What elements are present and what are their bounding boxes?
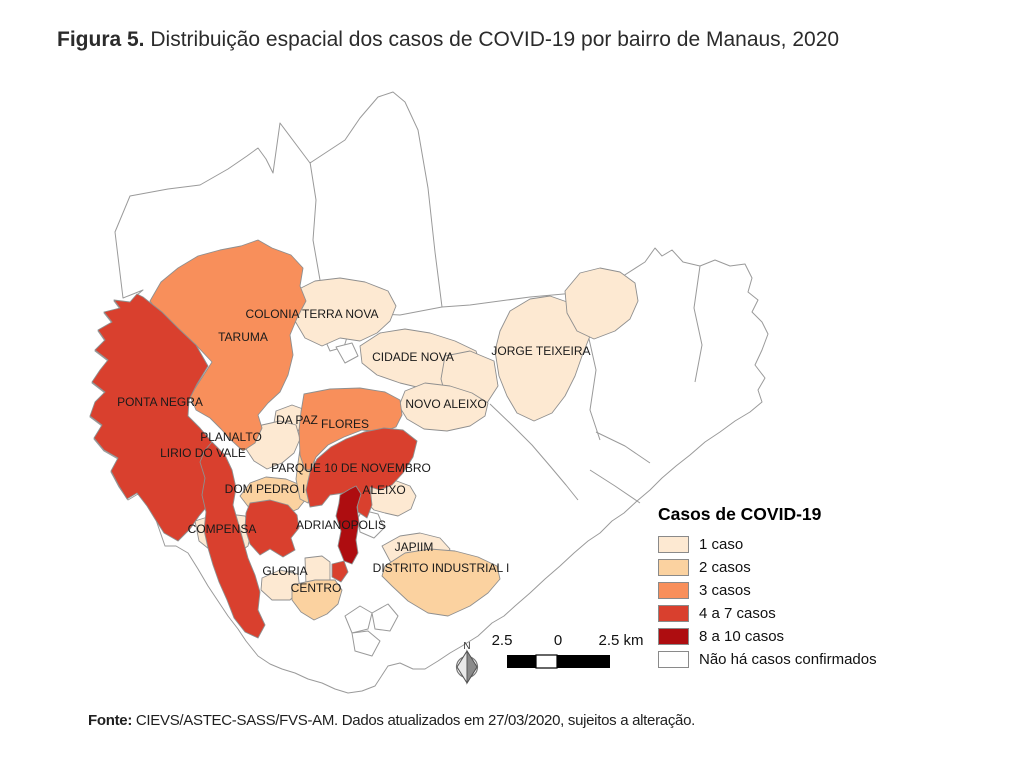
map-legend: Casos de COVID-19 1 caso 2 casos 3 casos 4 …	[658, 504, 877, 671]
region-label-dom-pedro-i: DOM PEDRO I	[225, 482, 306, 496]
legend-label: 2 casos	[699, 559, 751, 576]
region-label-cidade-nova: CIDADE NOVA	[372, 350, 454, 364]
legend-item: 8 a 10 casos	[658, 625, 877, 648]
legend-label: 4 a 7 casos	[699, 605, 776, 622]
region-label-planalto: PLANALTO	[200, 430, 262, 444]
legend-swatch-c1	[658, 536, 689, 553]
legend-item: 4 a 7 casos	[658, 602, 877, 625]
legend-label: Não há casos confirmados	[699, 651, 877, 668]
legend-swatch-c2	[658, 559, 689, 576]
legend-item: 2 casos	[658, 556, 877, 579]
scale-bar: 2.5 0 2.5 km	[492, 632, 644, 669]
legend-swatch-c8	[658, 628, 689, 645]
legend-label: 1 caso	[699, 536, 744, 553]
district-border-line	[589, 469, 641, 504]
region-distrito-industrial-i	[381, 548, 501, 617]
region-label-japiim: JAPIIM	[395, 540, 434, 554]
legend-item: 1 caso	[658, 533, 877, 556]
region-label-lirio-do-vale: LIRIO DO VALE	[160, 446, 246, 460]
region-label-novo-aleixo: NOVO ALEIXO	[405, 397, 486, 411]
region-label-gloria: GLORIA	[262, 564, 307, 578]
region-ne-cream	[564, 267, 639, 340]
region-jorge-teixeira	[494, 295, 591, 422]
region-parque-10-de-novembro	[305, 427, 418, 519]
legend-items: 1 caso 2 casos 3 casos 4 a 7 casos 8 a 10 ca…	[658, 533, 877, 671]
white-district	[351, 630, 381, 657]
legend-item: 3 casos	[658, 579, 877, 602]
region-label-aleixo: ALEIXO	[362, 483, 405, 497]
figure-title: Figura 5. Distribuição espacial dos caso…	[57, 28, 839, 52]
figure-caption-text: Distribuição espacial dos casos de COVID…	[144, 28, 840, 51]
source-note: Fonte: CIEVS/ASTEC-SASS/FVS-AM. Dados at…	[88, 712, 695, 729]
scale-segment-black	[507, 655, 536, 668]
white-district	[371, 603, 399, 632]
region-red-small	[331, 560, 349, 583]
white-district	[344, 605, 373, 634]
legend-label: 3 casos	[699, 582, 751, 599]
district-border-line	[595, 431, 651, 464]
region-novo-aleixo	[398, 382, 489, 432]
district-border-line	[489, 403, 579, 501]
source-label: Fonte:	[88, 712, 133, 729]
label-layer: COLONIA TERRA NOVA CIDADE NOVA JORGE TEIXE…	[117, 307, 590, 595]
region-label-ponta-negra: PONTA NEGRA	[117, 395, 203, 409]
legend-swatch-none	[658, 651, 689, 668]
legend-title: Casos de COVID-19	[658, 504, 822, 524]
legend-swatch-c4	[658, 605, 689, 622]
scale-segment-white	[535, 654, 558, 669]
scale-left-value: 2.5	[492, 632, 513, 649]
district-border-line	[693, 265, 703, 383]
north-arrow-icon: N	[455, 641, 479, 685]
scale-zero-value: 0	[554, 632, 562, 649]
region-label-taruma: TARUMA	[218, 330, 268, 344]
region-flores	[298, 387, 403, 471]
north-letter: N	[463, 641, 470, 652]
region-colonia-terra-nova	[291, 277, 397, 347]
region-label-colonia-terra-nova: COLONIA TERRA NOVA	[246, 307, 379, 321]
region-layer	[89, 239, 639, 639]
region-red-blob	[244, 499, 300, 558]
region-adrianopolis	[335, 485, 362, 565]
region-label-da-paz: DA PAZ	[276, 413, 318, 427]
legend-label: 8 a 10 casos	[699, 628, 785, 645]
scale-right-value: 2.5 km	[598, 632, 643, 649]
region-taruma	[149, 239, 307, 452]
region-centro	[291, 579, 343, 621]
region-label-jorge-teixeira: JORGE TEIXEIRA	[491, 344, 590, 358]
source-text: CIEVS/ASTEC-SASS/FVS-AM. Dados atualizad…	[132, 712, 695, 729]
region-label-distrito-industrial-i: DISTRITO INDUSTRIAL I	[373, 561, 510, 575]
scale-segment-black	[557, 655, 610, 668]
region-ponta-negra	[89, 293, 223, 542]
region-label-adrianopolis: ADRIANOPOLIS	[296, 518, 386, 532]
legend-item: Não há casos confirmados	[658, 648, 877, 671]
white-district	[335, 342, 359, 364]
legend-swatch-c3	[658, 582, 689, 599]
region-label-flores: FLORES	[321, 417, 369, 431]
figure-number: Figura 5.	[57, 28, 145, 51]
region-lirio-do-vale	[199, 441, 266, 639]
region-label-parque-10-de-novembro: PARQUE 10 DE NOVEMBRO	[271, 461, 431, 475]
region-label-centro: CENTRO	[291, 581, 342, 595]
region-label-compensa: COMPENSA	[188, 522, 257, 536]
